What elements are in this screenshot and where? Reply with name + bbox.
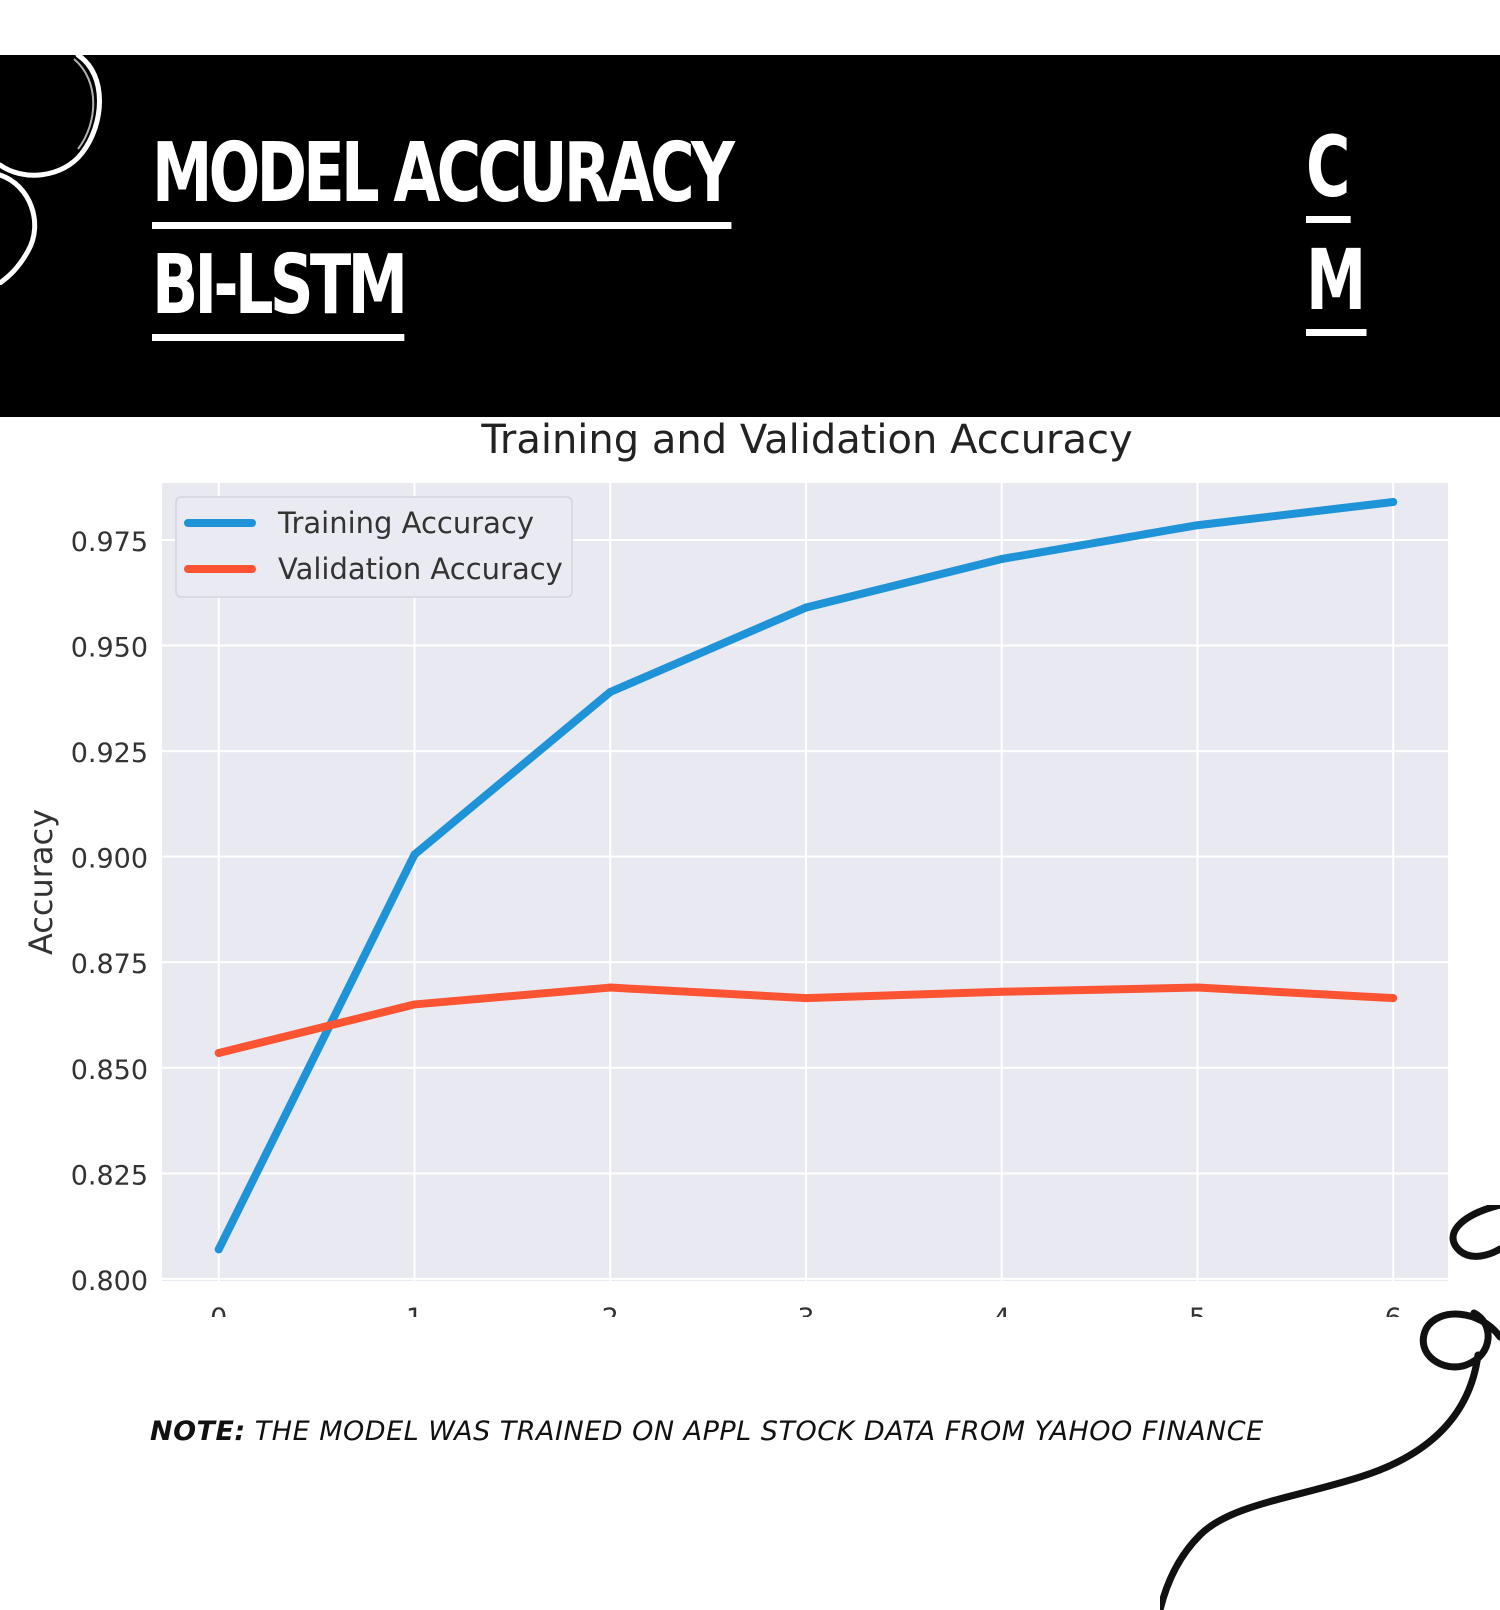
legend-label: Validation Accuracy (278, 552, 563, 586)
header-banner: MODEL ACCURACY BI-LSTM C M (0, 55, 1500, 417)
data-point (606, 983, 615, 992)
x-tick-label: 4 (993, 1303, 1010, 1317)
y-tick-label: 0.950 (71, 633, 148, 664)
x-tick-label: 3 (797, 1303, 814, 1317)
data-point (1389, 498, 1398, 506)
page-title-line-1: MODEL ACCURACY (152, 126, 735, 229)
data-point (1389, 994, 1398, 1003)
legend-label: Training Accuracy (277, 506, 534, 540)
y-tick-label: 0.825 (71, 1160, 148, 1191)
data-series (214, 498, 1398, 1254)
footnote-text: THE MODEL WAS TRAINED ON APPL STOCK DATA… (245, 1416, 1264, 1447)
data-point (214, 1245, 223, 1254)
x-tick-label: 1 (406, 1303, 423, 1317)
data-point (606, 688, 615, 696)
data-point (214, 1049, 223, 1057)
y-tick-label: 0.875 (71, 949, 148, 980)
x-tick-label: 2 (602, 1303, 619, 1317)
y-tick-label: 0.925 (71, 738, 148, 769)
swirl-decoration-bottom-right (1160, 1205, 1500, 1610)
data-point (801, 994, 810, 1003)
data-point (1193, 521, 1202, 530)
monogram-letter-bottom: M (1306, 231, 1367, 336)
chart-legend: Training Accuracy Validation Accuracy (175, 496, 573, 598)
y-tick-label: 0.850 (71, 1055, 148, 1086)
y-axis-label: Accuracy (22, 809, 60, 955)
chart-title: Training and Validation Accuracy (480, 417, 1132, 463)
legend-box (175, 496, 573, 598)
x-tick-label: 0 (210, 1303, 227, 1317)
footnote-label: NOTE: (150, 1416, 246, 1447)
data-point (410, 850, 419, 859)
y-tick-label: 0.900 (71, 844, 148, 875)
y-tick-label: 0.975 (71, 527, 148, 558)
data-point (997, 987, 1006, 996)
data-point (410, 1000, 419, 1009)
data-point (1193, 983, 1202, 992)
y-tick-label: 0.800 (71, 1266, 148, 1297)
monogram-letter-top: C (1306, 118, 1351, 223)
swirl-decoration-top-left (0, 55, 102, 285)
page-title-line-2: BI-LSTM (152, 238, 408, 341)
grid-lines (162, 483, 1448, 1281)
accuracy-line-chart: Training and Validation Accuracy 0.8000.… (22, 417, 1448, 1317)
data-point (801, 603, 810, 612)
footnote: NOTE: THE MODEL WAS TRAINED ON APPL STOC… (150, 1416, 1264, 1447)
x-tick-label: 5 (1189, 1303, 1206, 1317)
axis-ticks: 0.800 0.825 0.850 0.875 0.900 0.925 0.950 0.975… (71, 527, 1402, 1317)
x-tick-label: 6 (1385, 1303, 1402, 1317)
data-point (997, 555, 1006, 563)
